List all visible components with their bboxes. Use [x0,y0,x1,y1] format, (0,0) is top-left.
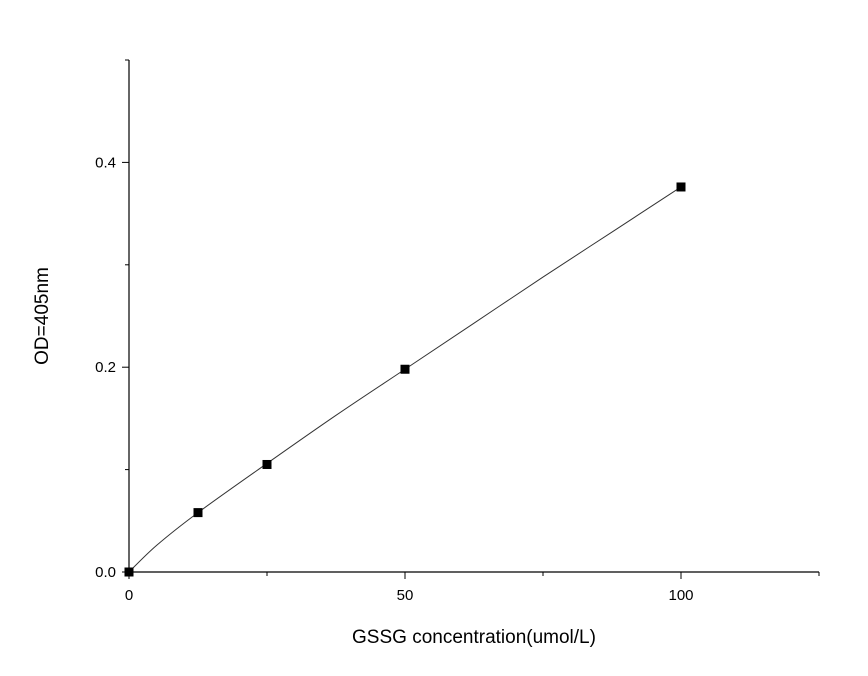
data-point [193,508,203,518]
data-point [124,567,134,577]
data-point [262,459,272,469]
y-tick-label: 0.4 [95,154,116,171]
data-point [400,364,410,374]
axes [128,60,819,573]
x-axis-label: GSSG concentration(umol/L) [352,627,596,648]
y-tick-label: 0.0 [95,564,116,581]
x-tick-label: 50 [397,587,414,604]
x-tick-label: 100 [668,587,693,604]
fit-curve [128,186,682,573]
y-tick-label: 0.2 [95,359,116,376]
y-axis-label: OD=405nm [32,267,53,365]
data-points [124,182,686,577]
x-tick-label: 0 [125,587,133,604]
ticks: 0 50 100 0.0 0.2 0.4 [95,59,820,604]
data-point [676,182,686,192]
